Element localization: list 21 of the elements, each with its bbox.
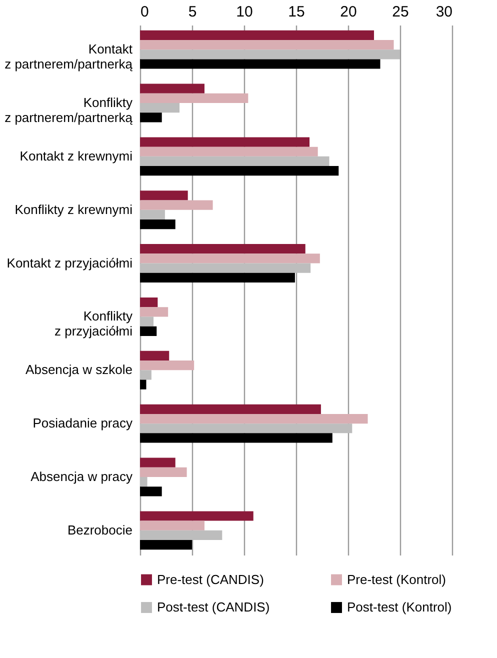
x-tick-label: 10 [236, 4, 253, 20]
y-tick-label: Bezrobocie [67, 522, 132, 538]
y-tick-label: Kontakt z partnerem/partnerką [4, 42, 134, 72]
y-tick-label: Absencja w szkole [26, 362, 132, 378]
x-tick-label: 5 [188, 4, 197, 20]
x-tick-label: 20 [340, 4, 357, 20]
y-tick-label: Absencja w pracy [30, 468, 133, 484]
x-tick-label: 30 [436, 4, 452, 20]
legend-label: Post-test (CANDIS) [157, 600, 270, 614]
y-tick-label: Kontakt z krewnymi [20, 148, 133, 164]
legend-label: Post-test (Kontrol) [347, 600, 452, 614]
y-tick-label: Konflikty z przyjaciółmi [54, 308, 133, 339]
y-tick-label: Kontakt z przyjaciółmi [6, 255, 133, 270]
legend-label: Pre-test (CANDIS) [157, 572, 264, 587]
x-tick-label: 25 [392, 4, 409, 20]
legend-label: Pre-test (Kontrol) [347, 572, 446, 587]
y-tick-label: Posiadanie pracy [32, 416, 133, 431]
x-tick-label: 0 [140, 4, 149, 20]
x-tick-label: 15 [288, 4, 305, 20]
y-tick-label: Konflikty z krewnymi [14, 202, 133, 217]
y-tick-label: Konflikty z partnerem/partnerką [4, 95, 134, 126]
